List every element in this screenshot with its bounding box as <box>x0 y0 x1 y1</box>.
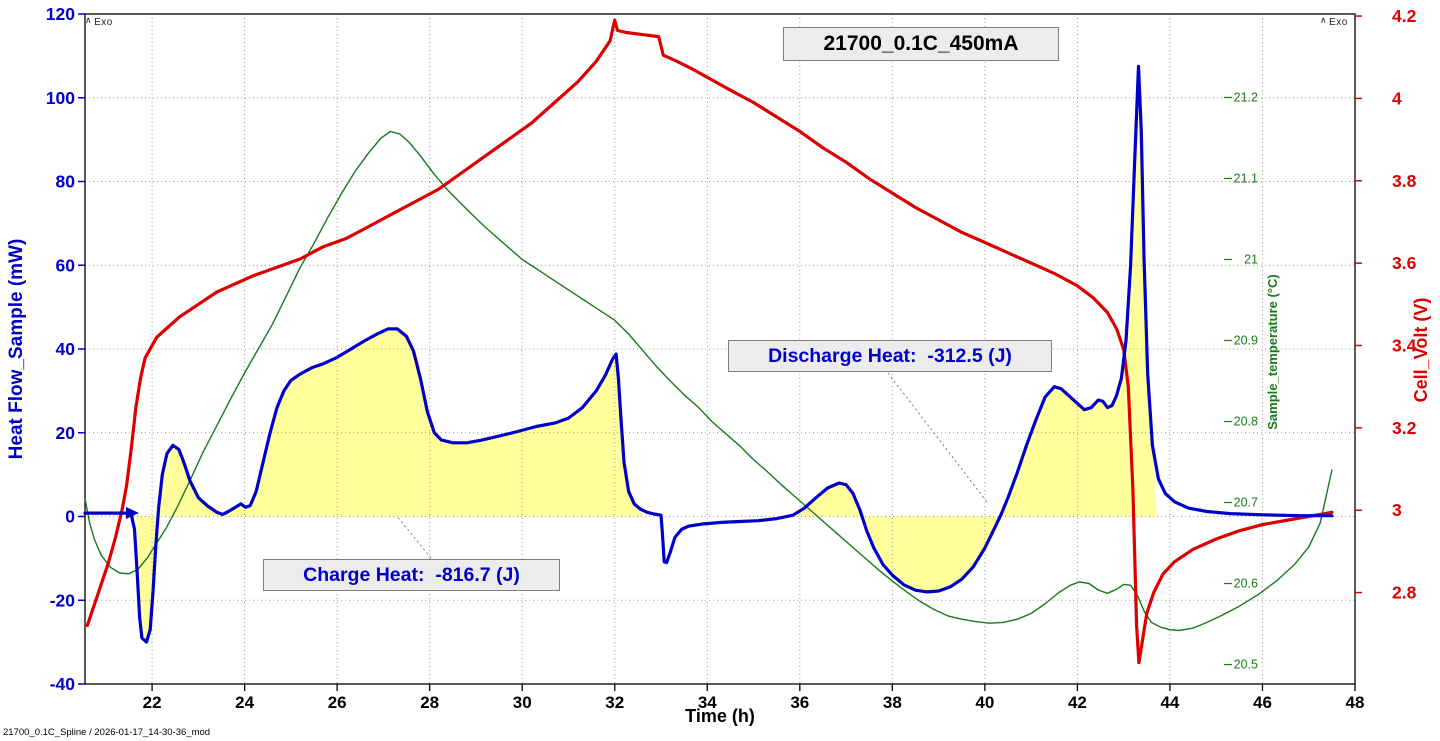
heat-flow-tick-label: 0 <box>65 507 75 527</box>
exo-up-arrow-icon: ∧ <box>85 15 93 25</box>
cell-volt-tick-label: 2.8 <box>1392 583 1417 603</box>
heat-flow-tick-label: -40 <box>50 674 76 694</box>
series-sample-temperature <box>84 130 1333 632</box>
cell-volt-tick-label: 3.6 <box>1392 253 1417 273</box>
exo-marker-right: ∧ Exo <box>1320 15 1348 28</box>
temperature-tick-label: 21.2 <box>1234 90 1258 104</box>
heat-flow-tick-label: 40 <box>56 339 76 359</box>
x-tick-label: 30 <box>513 693 532 712</box>
x-tick-label: 36 <box>790 693 809 712</box>
x-tick-label: 22 <box>143 693 162 712</box>
footer-filename: 21700_0.1C_Spline / 2026-01-17_14-30-36_… <box>3 727 211 738</box>
temperature-axis-title: Sample_temperature (°C) <box>1265 274 1280 429</box>
temperature-tick-label: 20.6 <box>1234 577 1258 591</box>
cell-volt-tick-label: 3.2 <box>1392 418 1417 438</box>
x-tick-label: 44 <box>1160 693 1179 712</box>
cell-volt-tick-label: 3.4 <box>1392 335 1417 355</box>
heat-flow-tick-label: 60 <box>56 255 76 275</box>
x-tick-label: 24 <box>235 693 254 712</box>
x-tick-label: 48 <box>1346 693 1365 712</box>
annotation-leader-line <box>887 372 988 503</box>
series-heat-flow-sample <box>83 64 1334 644</box>
x-tick-label: 26 <box>328 693 347 712</box>
x-tick-label: 34 <box>698 693 717 712</box>
exo-up-arrow-icon: ∧ <box>1320 15 1328 25</box>
integral-fill-area <box>136 328 643 643</box>
x-axis-title: Time (h) <box>685 706 755 726</box>
temperature-tick-label: 21.1 <box>1234 171 1258 185</box>
temperature-tick-label: 20.7 <box>1234 496 1258 510</box>
x-tick-label: 28 <box>420 693 439 712</box>
x-tick-label: 42 <box>1068 693 1087 712</box>
x-tick-label: 38 <box>883 693 902 712</box>
heat-flow-tick-label: 100 <box>46 88 75 108</box>
heat-flow-tick-label: -20 <box>50 590 76 610</box>
heat-flow-tick-label: 80 <box>56 172 76 192</box>
x-tick-label: 46 <box>1253 693 1272 712</box>
heat-flow-tick-label: 120 <box>46 4 75 24</box>
series-cell-volt <box>85 18 1334 665</box>
cell-volt-tick-label: 3 <box>1392 500 1402 520</box>
cell-volt-tick-label: 4.2 <box>1392 6 1417 26</box>
exo-marker-left: ∧ Exo <box>85 15 113 28</box>
dataset-title-annotation[interactable]: 21700_0.1C_450mA <box>783 27 1059 61</box>
cell-volt-axis-title: Cell_Volt (V) <box>1411 298 1431 403</box>
x-tick-label: 32 <box>605 693 624 712</box>
heat-flow-axis-title: Heat Flow_Sample (mW) <box>6 239 27 460</box>
x-tick-label: 40 <box>975 693 994 712</box>
temperature-tick-label: 21 <box>1244 252 1258 266</box>
temperature-tick-label: 20.8 <box>1234 415 1258 429</box>
exo-label-right: Exo <box>1329 17 1348 28</box>
temperature-tick-label: 20.9 <box>1234 333 1258 347</box>
charge-heat-annotation[interactable]: Charge Heat: -816.7 (J) <box>263 559 560 591</box>
exo-label-left: Exo <box>94 17 113 28</box>
cell-volt-tick-label: 3.8 <box>1392 171 1417 191</box>
cell-volt-tick-label: 4 <box>1392 88 1402 108</box>
temperature-tick-label: 20.5 <box>1234 658 1258 672</box>
heat-flow-tick-label: 20 <box>56 423 76 443</box>
annotation-leader-line <box>395 514 432 559</box>
discharge-heat-annotation[interactable]: Discharge Heat: -312.5 (J) <box>728 340 1052 372</box>
curve-direction-arrow-icon <box>126 507 139 519</box>
integral-fill-area <box>792 66 1157 592</box>
